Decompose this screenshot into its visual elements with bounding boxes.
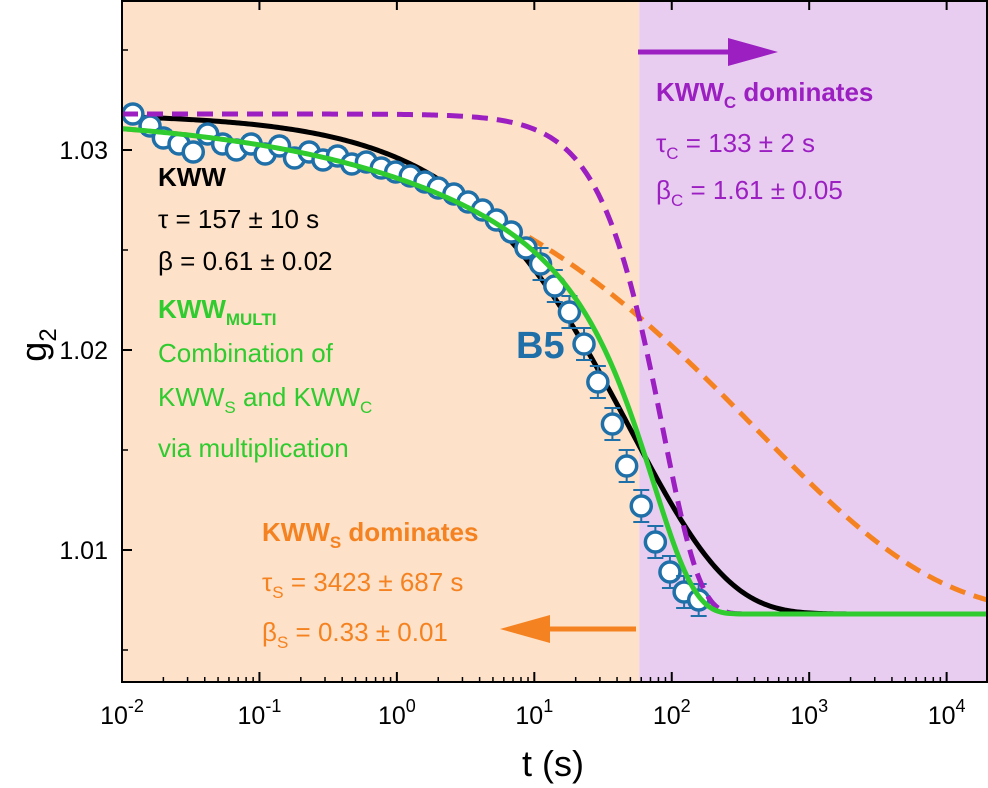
- data-point: [572, 327, 596, 361]
- multi-title: KWWMULTI: [158, 294, 277, 329]
- kwwc-annotation: KWWC dominates τC = 133 ± 2 s βC = 1.61 …: [656, 77, 873, 210]
- x-tick-label: 10-1: [238, 696, 282, 730]
- x-tick-label: 100: [378, 696, 416, 730]
- kwwc-tau: τC = 133 ± 2 s: [656, 128, 815, 163]
- x-axis-title: t (s): [522, 743, 584, 784]
- kww-tau: τ = 157 ± 10 s: [158, 204, 319, 234]
- kwwc-title: KWWC dominates: [656, 77, 873, 112]
- x-tick-label: 104: [928, 696, 966, 730]
- x-tick-label: 102: [653, 696, 691, 730]
- multi-annotation: KWWMULTI Combination of KWWS and KWWC vi…: [158, 294, 372, 463]
- x-tick-label: 101: [515, 696, 553, 730]
- left-arrow-head: [500, 615, 550, 643]
- kwwc-beta: βC = 1.61 ± 0.05: [656, 175, 843, 210]
- y-tick-label: 1.03: [59, 137, 108, 165]
- kww-annotation: KWW τ = 157 ± 10 s β = 0.61 ± 0.02: [158, 162, 333, 276]
- data-point: [614, 449, 639, 483]
- region-1: [639, 0, 988, 682]
- series-label-b5: B5: [516, 325, 565, 367]
- plot-border: [121, 0, 988, 683]
- x-tick-label: 103: [790, 696, 828, 730]
- axis-ticks: 10-2 10-1 100 101 102 103 104 1.01 1.02 1.03: [59, 0, 988, 730]
- curve-kww-c: [122, 111, 988, 617]
- plot-frame: [121, 0, 988, 683]
- kww-title: KWW: [158, 162, 226, 192]
- fit-curves-over: [122, 111, 988, 617]
- y-tick-label: 1.01: [59, 537, 108, 565]
- annotation-arrows: [500, 38, 778, 643]
- data-point: [643, 525, 668, 559]
- kwws-beta: βS = 0.33 ± 0.01: [262, 617, 448, 652]
- data-point: [586, 365, 610, 399]
- kwws-annotation: KWWS dominates τS = 3423 ± 687 s βS = 0.…: [262, 517, 478, 652]
- multi-line1: Combination of: [158, 338, 334, 368]
- curve-kww-s: [122, 126, 988, 603]
- x-tick-label: 10-2: [100, 696, 144, 730]
- multi-line2: KWWS and KWWC: [158, 382, 372, 417]
- curve-kww-multi: [122, 126, 988, 617]
- multi-line3: via multiplication: [158, 433, 349, 463]
- data-point: [629, 489, 654, 523]
- data-point: [181, 140, 206, 164]
- right-arrow-head: [728, 38, 778, 66]
- y-tick-label: 1.02: [59, 337, 108, 365]
- y-axis-title: g2: [13, 328, 62, 361]
- kwws-title: KWWS dominates: [262, 517, 478, 552]
- data-point: [658, 555, 682, 589]
- data-point: [600, 407, 625, 441]
- kww-beta: β = 0.61 ± 0.02: [158, 246, 333, 276]
- kwws-tau: τS = 3423 ± 687 s: [262, 567, 463, 602]
- data-point: [557, 295, 582, 329]
